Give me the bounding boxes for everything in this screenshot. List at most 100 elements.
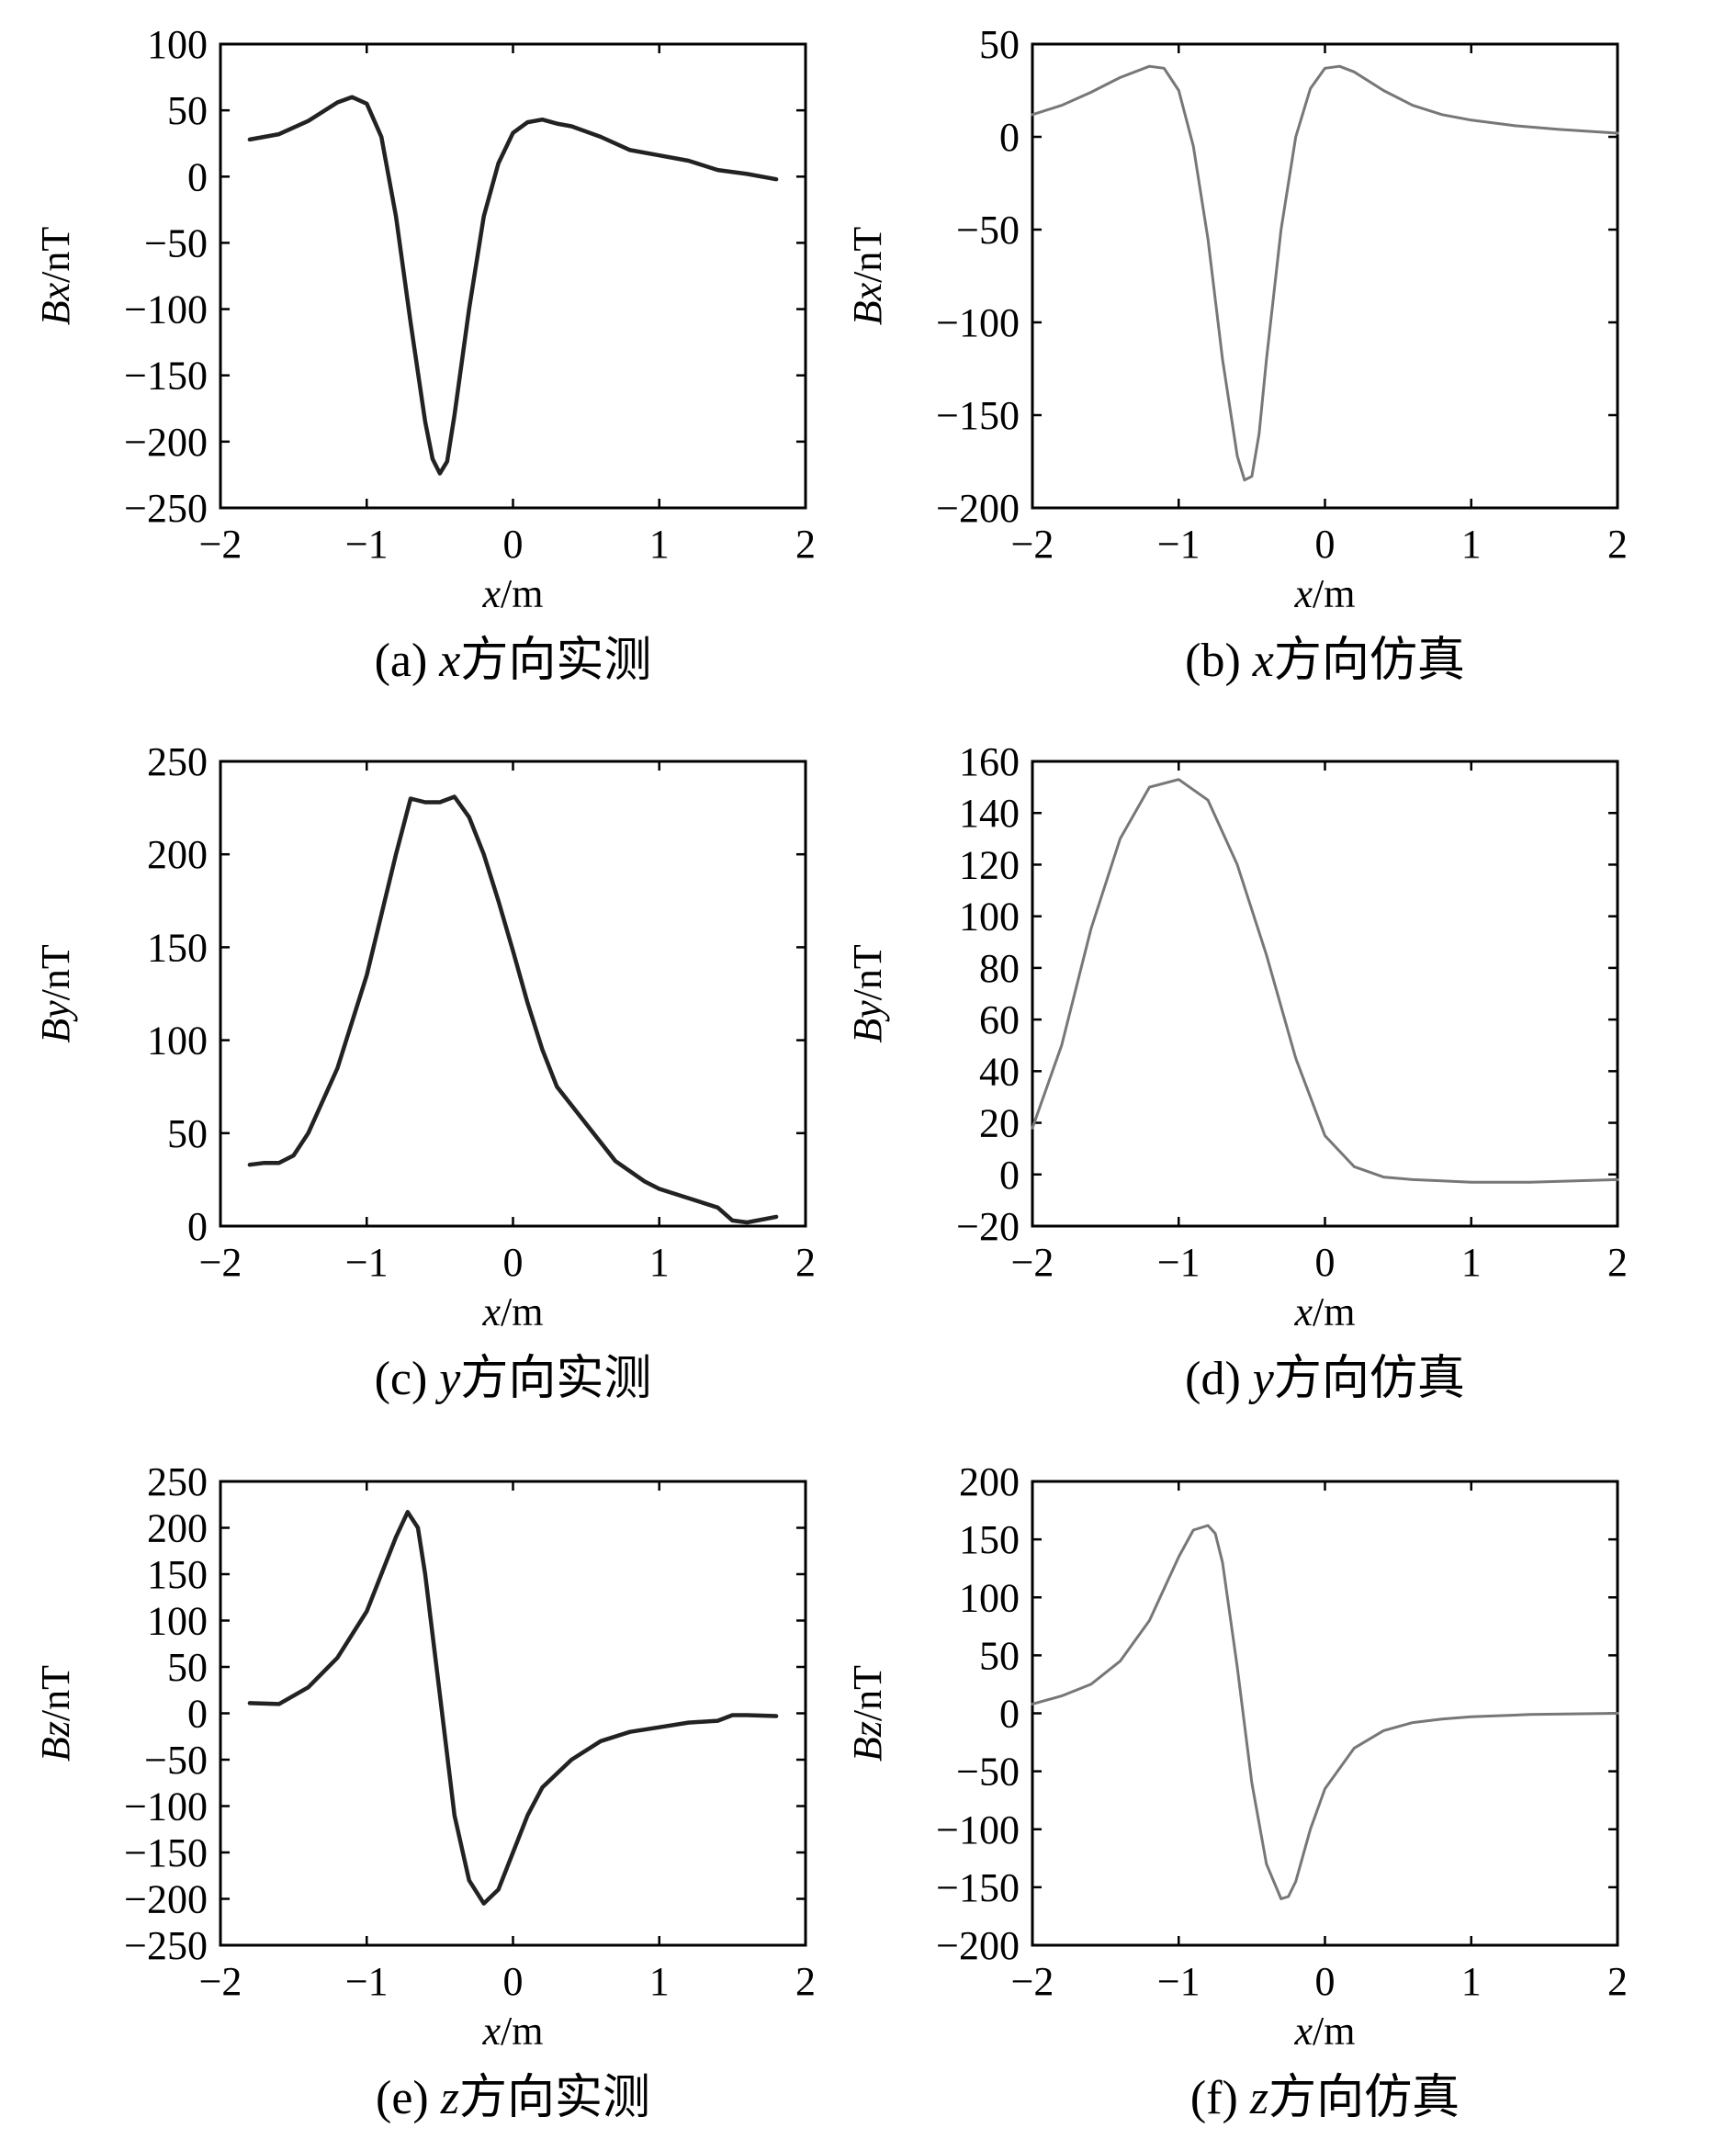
- plot-frame: [219, 42, 807, 510]
- y-axis-label: Bz/nT: [845, 1665, 890, 1762]
- x-axis-label-unit: /m: [501, 2009, 543, 2054]
- chart-panel-4: −2 −1 0 1 2 −20 0 20 40 60 80 100 120 140 160 x/m By/nT (…: [845, 739, 1628, 1405]
- caption-text: 方向实测: [460, 1353, 651, 1405]
- y-tick-label: −50: [956, 1750, 1020, 1795]
- y-tick-label: −250: [124, 1923, 208, 1968]
- x-axis-label: x/m: [1294, 1289, 1356, 1334]
- y-axis-label: Bz/nT: [33, 1665, 78, 1762]
- x-axis-label-var: x: [1294, 571, 1313, 616]
- y-tick-label: −200: [124, 1877, 208, 1922]
- plot-frame: [219, 760, 807, 1228]
- y-tick-label: −50: [144, 220, 208, 265]
- x-tick-label: 0: [1315, 1240, 1336, 1285]
- caption-label: (e): [376, 2072, 441, 2124]
- y-tick-label: 100: [959, 895, 1020, 940]
- x-axis-label-var: x: [1294, 1289, 1313, 1334]
- chart-panel-6: −2 −1 0 1 2−200−150−100−50050100150200x/mBz/…: [845, 1459, 1628, 2124]
- y-tick-label: 20: [979, 1101, 1020, 1146]
- series-line: [247, 95, 779, 476]
- y-tick-label: 250: [147, 739, 208, 784]
- x-axis-label-unit: /m: [1313, 1289, 1355, 1334]
- y-tick-label: 50: [167, 1111, 208, 1156]
- panel-caption: (c) y方向实测: [375, 1353, 652, 1405]
- y-tick-label: 200: [147, 832, 208, 877]
- caption-var: y: [1248, 1353, 1275, 1405]
- x-tick-label: 0: [1315, 522, 1336, 567]
- x-tick-label: 1: [1461, 1959, 1482, 2004]
- y-tick-label: 0: [187, 1692, 208, 1737]
- panel-caption: (f) z方向仿真: [1190, 2072, 1460, 2124]
- y-tick-label: 0: [999, 1692, 1020, 1737]
- x-tick-label: −1: [1157, 1240, 1201, 1285]
- y-axis-label: By/nT: [845, 944, 890, 1043]
- x-tick-label: 2: [795, 522, 816, 567]
- y-tick-label: 150: [147, 925, 208, 970]
- y-tick-label: 0: [187, 1204, 208, 1249]
- x-tick-label: 2: [1607, 1959, 1628, 2004]
- x-tick-label: −2: [199, 1240, 242, 1285]
- panel-caption: (e) z方向实测: [376, 2072, 650, 2124]
- x-tick-label: −2: [1011, 1959, 1054, 2004]
- x-tick-label: 2: [795, 1240, 816, 1285]
- x-tick-label: −2: [1011, 522, 1054, 567]
- y-tick-label: 0: [187, 154, 208, 199]
- plot-frame: [1031, 760, 1619, 1228]
- x-tick-label: −2: [1011, 1240, 1054, 1285]
- y-axis-label-unit: /nT: [845, 1665, 890, 1721]
- x-tick-label: 2: [795, 1959, 816, 2004]
- y-tick-label: 80: [979, 946, 1020, 991]
- caption-var: x: [1252, 635, 1274, 687]
- y-tick-label: −100: [936, 300, 1020, 345]
- y-tick-label: −200: [124, 420, 208, 465]
- y-tick-label: 0: [999, 115, 1020, 160]
- y-tick-label: 50: [167, 1645, 208, 1690]
- x-tick-label: −1: [345, 522, 389, 567]
- x-tick-label: 1: [1461, 1240, 1482, 1285]
- y-tick-label: −50: [956, 208, 1020, 253]
- y-axis-label-var: Bx: [33, 282, 78, 325]
- y-tick-label: 250: [147, 1459, 208, 1504]
- y-tick-label: 200: [147, 1506, 208, 1551]
- x-axis-label-unit: /m: [501, 571, 543, 616]
- caption-label: (a): [375, 635, 440, 687]
- y-tick-label: −100: [124, 1784, 208, 1829]
- y-tick-label: −150: [124, 1830, 208, 1875]
- x-axis-label-var: x: [482, 571, 502, 616]
- x-axis-label: x/m: [482, 1289, 544, 1334]
- chart-panel-5: −2 −1 0 1 2−250−200−150−100−5005010015020025…: [33, 1459, 816, 2124]
- x-tick-label: −1: [1157, 522, 1201, 567]
- y-tick-label: −50: [144, 1738, 208, 1783]
- y-tick-label: 50: [979, 1633, 1020, 1678]
- y-tick-label: 100: [147, 1599, 208, 1644]
- x-tick-label: 1: [1461, 522, 1482, 567]
- x-tick-label: 2: [1607, 1240, 1628, 1285]
- x-tick-label: 0: [503, 1959, 524, 2004]
- caption-text: 方向仿真: [1268, 2072, 1460, 2124]
- y-tick-label: 60: [979, 997, 1020, 1042]
- caption-label: (c): [375, 1353, 440, 1405]
- y-tick-label: 200: [959, 1459, 1020, 1504]
- panel-caption: (a) x方向实测: [375, 635, 652, 687]
- caption-label: (b): [1185, 635, 1253, 687]
- x-tick-label: 1: [649, 522, 670, 567]
- caption-label: (d): [1185, 1353, 1253, 1405]
- plot-frame: [219, 1480, 807, 1947]
- caption-text: 方向实测: [460, 635, 651, 687]
- y-tick-label: 140: [959, 791, 1020, 836]
- y-axis-label-var: Bx: [845, 282, 890, 325]
- y-tick-label: −100: [124, 287, 208, 332]
- y-tick-label: 160: [959, 739, 1020, 784]
- caption-text: 方向仿真: [1274, 1353, 1465, 1405]
- x-tick-label: 1: [649, 1959, 670, 2004]
- chart-panel-3: −2 −1 0 1 2 0 50 100 150 200 250 x/m By/nT (c) y方向实测: [33, 739, 816, 1405]
- x-axis-label-var: x: [482, 1289, 502, 1334]
- x-axis-label-unit: /m: [501, 1289, 543, 1334]
- y-tick-label: −20: [956, 1204, 1020, 1249]
- y-tick-label: 100: [147, 22, 208, 67]
- y-axis-label-var: Bz: [33, 1721, 78, 1762]
- x-tick-label: −2: [199, 522, 242, 567]
- y-tick-label: 0: [999, 1153, 1020, 1198]
- y-tick-label: 40: [979, 1049, 1020, 1094]
- y-axis-label-unit: /nT: [33, 944, 78, 1000]
